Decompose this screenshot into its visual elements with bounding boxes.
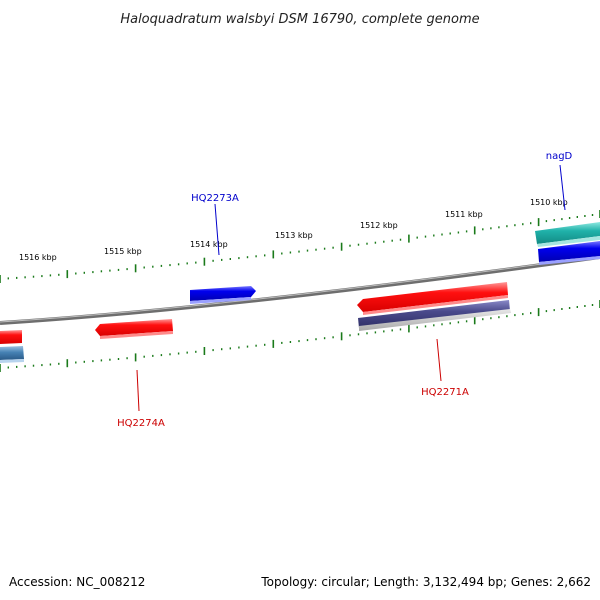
leader-nagd xyxy=(559,164,566,211)
kbp-label-1511: 1511 kbp xyxy=(445,210,483,219)
leader-hq2271a xyxy=(436,338,442,382)
genome-backbone xyxy=(0,255,600,325)
kbp-label-1516: 1516 kbp xyxy=(19,253,57,262)
feature-nagd[interactable] xyxy=(535,222,600,265)
gene-label-hq2271a[interactable]: HQ2271A xyxy=(421,387,469,398)
feature-left-edge[interactable] xyxy=(0,330,24,363)
genome-summary-text: Topology: circular; Length: 3,132,494 bp… xyxy=(260,575,591,589)
kbp-label-1510: 1510 kbp xyxy=(530,198,568,207)
gene-label-nagd[interactable]: nagD xyxy=(546,151,573,162)
kbp-label-1513: 1513 kbp xyxy=(275,231,313,240)
leader-hq2274a xyxy=(136,369,140,412)
kbp-label-1512: 1512 kbp xyxy=(360,221,398,230)
gene-label-hq2274a[interactable]: HQ2274A xyxy=(117,418,165,429)
leader-hq2273a xyxy=(214,203,220,256)
outer-tick-ring xyxy=(0,210,600,283)
feature-hq2273a[interactable] xyxy=(190,286,256,304)
kbp-label-1514: 1514 kbp xyxy=(190,240,228,249)
map-title: Haloquadratum walsbyi DSM 16790, complet… xyxy=(120,12,479,27)
inner-tick-ring xyxy=(0,300,600,372)
kbp-label-1515: 1515 kbp xyxy=(104,247,142,256)
gene-label-hq2273a[interactable]: HQ2273A xyxy=(191,193,239,204)
feature-hq2271a[interactable] xyxy=(357,282,511,331)
accession-text: Accession: NC_008212 xyxy=(9,575,145,589)
feature-hq2274a[interactable] xyxy=(95,319,173,339)
